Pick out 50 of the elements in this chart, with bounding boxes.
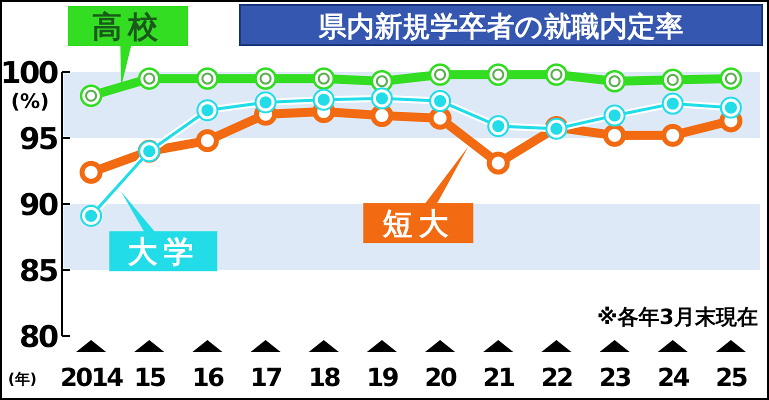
x-tick-label: 18 <box>308 363 340 392</box>
series-label: 高校 <box>92 10 164 45</box>
x-tick-label: 16 <box>192 363 224 392</box>
x-tick-label: 2014 <box>60 363 124 392</box>
y-axis-title: (%) <box>10 89 50 113</box>
x-tick-label: 23 <box>599 363 631 392</box>
x-tick-label: 25 <box>716 363 747 392</box>
point <box>196 129 219 152</box>
y-tick-label: 85 <box>19 254 58 289</box>
x-tick-label: 15 <box>134 363 166 392</box>
point <box>138 67 160 90</box>
point <box>254 91 277 114</box>
point <box>312 67 335 90</box>
x-tick-label: 20 <box>424 363 458 392</box>
point <box>545 63 568 86</box>
point <box>661 124 684 147</box>
series-label: 短大 <box>381 207 454 242</box>
point <box>80 160 103 184</box>
x-tick-label: 21 <box>482 363 514 392</box>
chart-title: 県内新規学卒者の就職内定率 <box>318 10 684 43</box>
x-tick-label: 24 <box>657 363 690 392</box>
point <box>604 104 626 127</box>
point <box>196 67 219 90</box>
series-label: 大学 <box>127 235 200 270</box>
point <box>603 70 626 92</box>
y-tick-label: 100 <box>0 56 58 91</box>
point <box>428 63 452 86</box>
x-tick-label: 22 <box>541 363 572 392</box>
point <box>720 67 742 90</box>
annotation: ※各年3月末現在 <box>596 305 758 329</box>
point <box>80 84 102 108</box>
y-tick-label: 80 <box>19 320 58 355</box>
point <box>487 63 510 86</box>
point <box>662 92 684 115</box>
y-tick-label: 90 <box>19 188 58 223</box>
point <box>487 115 510 138</box>
point <box>486 152 510 175</box>
x-tick-label: 17 <box>250 363 282 392</box>
point <box>80 204 102 227</box>
x-tick-label: 19 <box>366 363 398 392</box>
point <box>662 68 684 92</box>
y-tick-label: 95 <box>19 122 58 157</box>
point <box>720 96 742 119</box>
x-axis-title: (年) <box>8 370 37 388</box>
point <box>254 67 277 90</box>
point <box>312 88 335 111</box>
point <box>429 90 452 112</box>
point <box>603 124 626 147</box>
point <box>196 99 218 122</box>
point <box>370 87 393 110</box>
